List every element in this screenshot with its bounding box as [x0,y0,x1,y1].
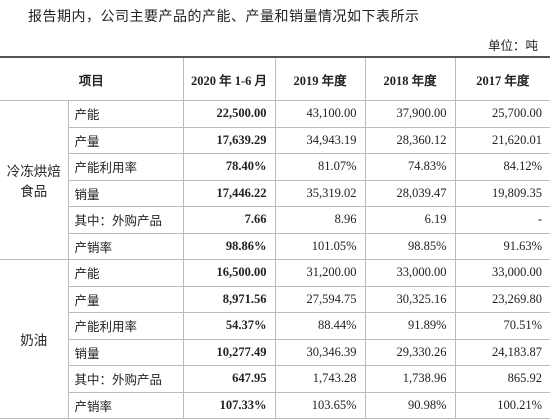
column-header: 2020 年 1-6 月 [182,56,276,101]
cell-value: 98.85% [364,232,456,260]
table-row: 奶油 产能 16,500.00 31,200.00 33,000.00 33,000.00 [0,259,550,419]
row-label: 产量 [68,285,184,313]
cell-value: 81.07% [274,153,366,181]
cell-value: 17,639.29 [182,126,276,154]
table-row: 销量 17,446.22 35,319.02 28,039.47 19,809.35 [0,179,550,207]
table-row: 其中：外购产品 7.66 8.96 6.19- [0,206,550,234]
table-row: 产销率 107.33% 103.65% 90.98% 100.21% [0,391,550,419]
cell-value: 31,200.00 [274,259,366,287]
header-row: 项目 2020 年 1-6 月 2019 年度 2018 年度 2017 年度 [0,56,550,101]
cell-value: 28,039.47 [364,179,456,207]
group-label: 冷冻烘焙食品 [0,100,69,260]
column-header: 项目 [0,56,184,101]
cell-value: 1,743.28 [274,365,366,393]
cell-value: 19,809.35 [454,179,550,207]
row-label: 产能 [67,100,184,128]
cell-value: 22,500.00 [182,100,276,128]
cell-value: 101.05% [274,232,366,260]
cell-value: 54.37% [182,312,276,340]
cell-value: 34,943.19 [274,126,366,154]
row-label: 产能利用率 [68,312,184,340]
cell-value: - [454,206,550,234]
row-label: 产销率 [68,232,184,260]
cell-value: 37,900.00 [364,100,456,128]
cell-value: 28,360.12 [364,126,456,154]
cell-value: 17,446.22 [182,179,276,207]
cell-value: 103.65% [274,391,366,419]
cell-value: 16,500.00 [182,259,276,287]
row-label: 产能利用率 [68,153,184,181]
cell-value: 647.95 [182,365,276,393]
cell-value: 29,330.26 [364,338,456,366]
cell-value: 98.86% [182,232,276,260]
table-row: 产能利用率 54.37% 88.44% 91.89% 70.51% [0,312,550,340]
cell-value: 90.98% [364,391,456,419]
row-label: 其中：外购产品 [68,365,184,393]
cell-value: 78.40% [182,153,276,181]
cell-value: 6.19 [364,206,456,234]
unit-label: 单位：吨 [487,39,538,53]
row-label: 产销率 [68,391,184,419]
cell-value: 8.96 [274,206,366,234]
cell-value: 27,594.75 [274,285,366,313]
intro-text: 报告期内，公司主要产品的产能、产量和销量情况如下表所示 [28,10,420,25]
data-table: 项目 2020 年 1-6 月 2019 年度 2018 年度 2017 年度 冷冻烘焙食… [0,56,550,419]
table-row: 产量 8,971.56 27,594.75 30,325.16 23,269.80 [0,285,550,313]
cell-value: 7.66 [182,206,276,234]
cell-value: 100.21% [454,391,550,419]
table-row: 冷冻烘焙食品 产能 22,500.00 43,100.00 37,900.00 25,70… [0,100,550,260]
cell-value: 70.51% [454,312,550,340]
cell-value: 865.92 [454,365,550,393]
cell-value: 25,700.00 [454,100,550,128]
column-header: 2018 年度 [364,56,456,101]
cell-value: 35,319.02 [274,179,366,207]
cell-value: 88.44% [274,312,366,340]
row-label: 产能 [67,259,184,287]
table-row: 销量 10,277.49 30,346.39 29,330.26 24,183.87 [0,338,550,366]
cell-value: 30,346.39 [274,338,366,366]
cell-value: 1,738.96 [364,365,456,393]
cell-value: 91.63% [454,232,550,260]
table-row: 产销率 98.86% 101.05% 98.85% 91.63% [0,232,550,260]
cell-value: 33,000.00 [364,259,456,287]
cell-value: 21,620.01 [454,126,550,154]
cell-value: 74.83% [364,153,456,181]
cell-value: 33,000.00 [454,259,550,287]
cell-value: 23,269.80 [454,285,550,313]
column-header: 2019 年度 [274,56,366,101]
cell-value: 30,325.16 [364,285,456,313]
table-row: 产能利用率 78.40% 81.07% 74.83% 84.12% [0,153,550,181]
table-row: 产量 17,639.29 34,943.19 28,360.12 21,620.01 [0,126,550,154]
cell-value: 24,183.87 [454,338,550,366]
cell-value: 10,277.49 [182,338,276,366]
column-header: 2017 年度 [454,56,550,101]
row-label: 其中：外购产品 [68,206,184,234]
cell-value: 107.33% [182,391,276,419]
row-label: 销量 [68,338,184,366]
cell-value: 8,971.56 [182,285,276,313]
table-row: 其中：外购产品 647.95 1,743.28 1,738.96 865.92 [0,365,550,393]
row-label: 销量 [68,179,184,207]
group-label: 奶油 [0,259,69,419]
cell-value: 84.12% [454,153,550,181]
cell-value: 43,100.00 [274,100,366,128]
row-label: 产量 [68,126,184,154]
cell-value: 91.89% [364,312,456,340]
